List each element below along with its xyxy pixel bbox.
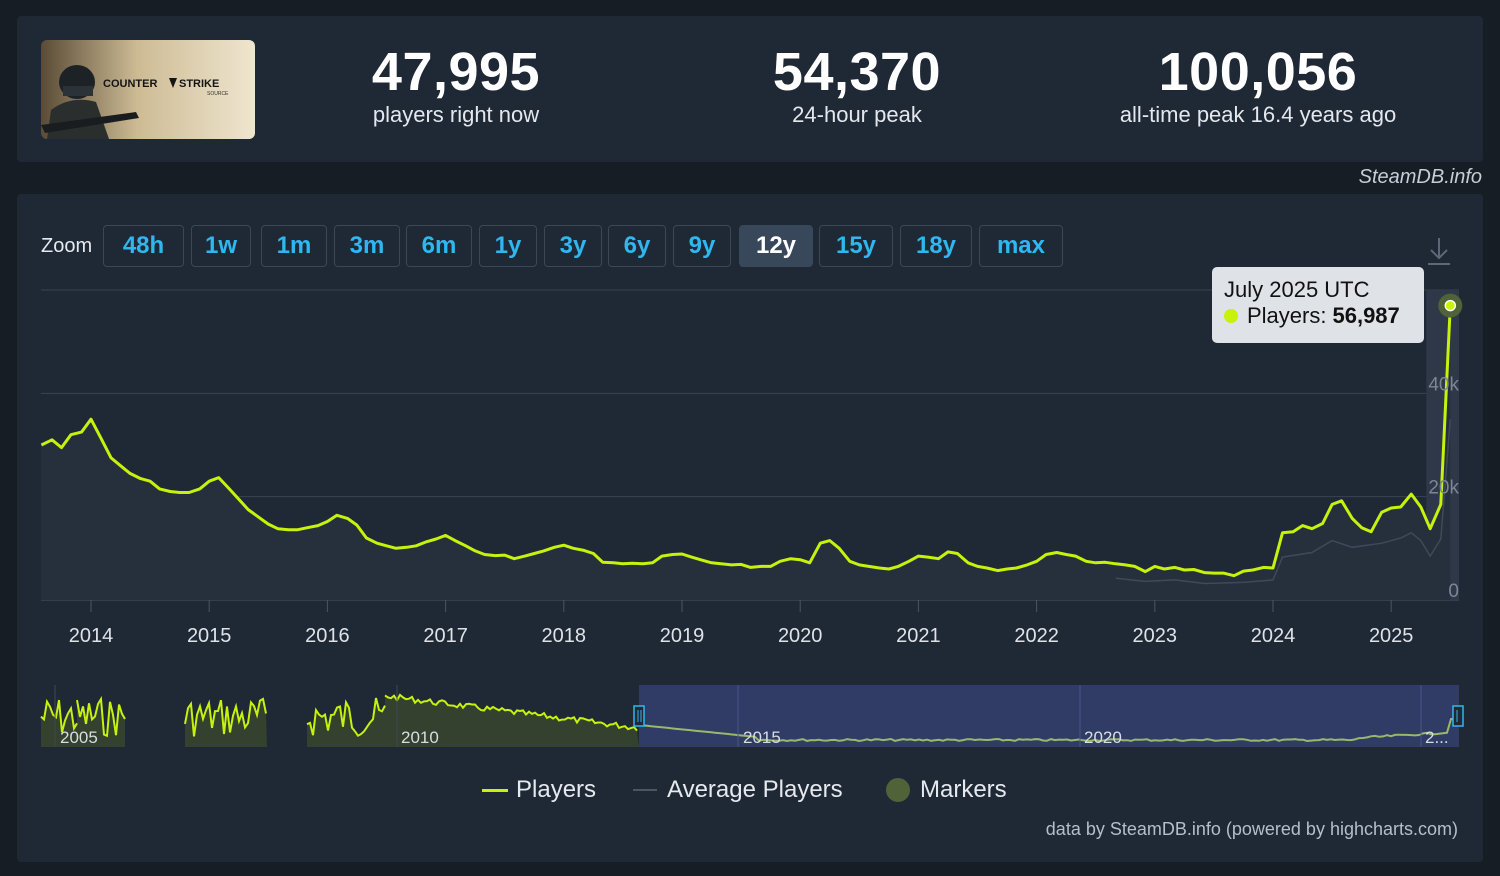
players-line [40,305,1452,578]
navigator-label-2025: 2... [1425,728,1449,747]
zoom-button-3y[interactable]: 3y [544,225,602,267]
tooltip-series-label: Players: [1247,303,1327,328]
chart-panel: Zoom 48h 1w 1m 3m 6m 1y 3y 6y 9y 12y 15y 18y max 0 20… [17,194,1483,862]
chart-tooltip: July 2025 UTC Players: 56,987 [1212,267,1424,343]
navigator-handle-left[interactable] [633,705,645,727]
legend-average-label: Average Players [667,776,843,803]
navigator-handle-right[interactable] [1452,705,1464,727]
download-icon[interactable] [1424,234,1454,268]
zoom-button-12y[interactable]: 12y [739,225,813,267]
players-area [41,305,1451,600]
legend-players-label: Players [516,776,597,803]
zoom-label: Zoom [41,235,93,257]
y-axis-label: 0 [1448,581,1459,602]
peak-24h-value: 54,370 [772,42,942,102]
x-axis-label: 2014 [69,625,114,647]
players-now-value: 47,995 [371,42,541,102]
svg-text:COUNTER: COUNTER [103,78,157,90]
navigator-selection-line [638,718,1459,743]
x-axis-label: 2018 [542,625,587,647]
x-axis-labels: 2014 2015 2016 2017 2018 2019 2020 2021 2022 2023… [69,625,1414,647]
all-time-peak-label: all-time peak 16.4 years ago [1119,102,1397,127]
zoom-button-18y[interactable]: 18y [900,225,972,267]
zoom-button-1w[interactable]: 1w [191,225,251,267]
zoom-button-9y[interactable]: 9y [673,225,731,267]
x-axis-label: 2015 [187,625,232,647]
svg-text:STRIKE: STRIKE [179,78,219,90]
zoom-button-1y[interactable]: 1y [479,225,537,267]
x-axis-label: 2021 [896,625,941,647]
stat-all-time-peak: 100,056 all-time peak 16.4 years ago [1098,42,1418,128]
zoom-button-max[interactable]: max [979,225,1063,267]
y-axis-label: 40k [1428,374,1459,395]
legend-players[interactable]: Players [482,776,596,804]
tooltip-row: Players: 56,987 [1224,303,1412,329]
y-axis-label: 20k [1428,478,1459,499]
x-axis-label: 2016 [305,625,350,647]
stat-players-now: 47,995 players right now [356,42,556,128]
zoom-button-6y[interactable]: 6y [608,225,666,267]
all-time-peak-value: 100,056 [1158,42,1358,102]
navigator: 2005 2010 2015 2020 2... [40,685,1464,747]
navigator-label-2010: 2010 [401,728,439,747]
highcharts-attribution[interactable]: data by SteamDB.info (powered by highcha… [1045,819,1458,839]
navigator-label-2005: 2005 [60,728,98,747]
navigator-history-line [40,693,638,738]
player-chart[interactable]: 0 20k 40k 2014 2015 2016 2017 2018 2019 2020 2021… [17,194,1483,862]
svg-text:SOURCE: SOURCE [207,91,229,97]
players-now-label: players right now [372,102,540,127]
x-axis-label: 2019 [660,625,705,647]
peak-24h-label: 24-hour peak [792,102,922,127]
navigator-selection [639,685,1459,747]
y-axis-labels: 0 20k 40k [1428,374,1459,602]
steamdb-credit[interactable]: SteamDB.info [1358,166,1482,188]
stat-24h-peak: 54,370 24-hour peak [757,42,957,128]
x-axis-label: 2017 [423,625,468,647]
legend-average-line-icon [633,789,657,791]
legend-markers-label: Markers [920,776,1007,803]
tooltip-series-dot [1224,309,1238,323]
x-axis-label: 2023 [1133,625,1178,647]
legend-average-players[interactable]: Average Players [633,776,843,804]
tooltip-title: July 2025 UTC [1224,277,1370,302]
zoom-button-3m[interactable]: 3m [334,225,400,267]
x-axis-label: 2020 [778,625,823,647]
stats-panel: COUNTER STRIKE SOURCE 47,995 players rig… [17,16,1483,162]
x-axis-label: 2025 [1369,625,1414,647]
average-players-line [1115,419,1452,585]
zoom-button-48h[interactable]: 48h [103,225,184,267]
zoom-button-15y[interactable]: 15y [819,225,893,267]
x-axis-label: 2022 [1014,625,1059,647]
zoom-button-6m[interactable]: 6m [406,225,472,267]
legend-markers-dot-icon [886,778,910,802]
hover-point [1444,299,1457,312]
legend-players-line-icon [482,788,508,792]
legend-markers[interactable]: Markers [886,776,1007,804]
zoom-button-1m[interactable]: 1m [261,225,327,267]
x-axis-ticks [90,600,1392,612]
x-axis-label: 2024 [1251,625,1296,647]
navigator-label-2015: 2015 [743,728,781,747]
counter-strike-logo-image: COUNTER STRIKE SOURCE [41,40,255,139]
navigator-label-2020: 2020 [1084,728,1122,747]
tooltip-value: 56,987 [1332,303,1400,328]
game-logo: COUNTER STRIKE SOURCE [41,40,255,139]
